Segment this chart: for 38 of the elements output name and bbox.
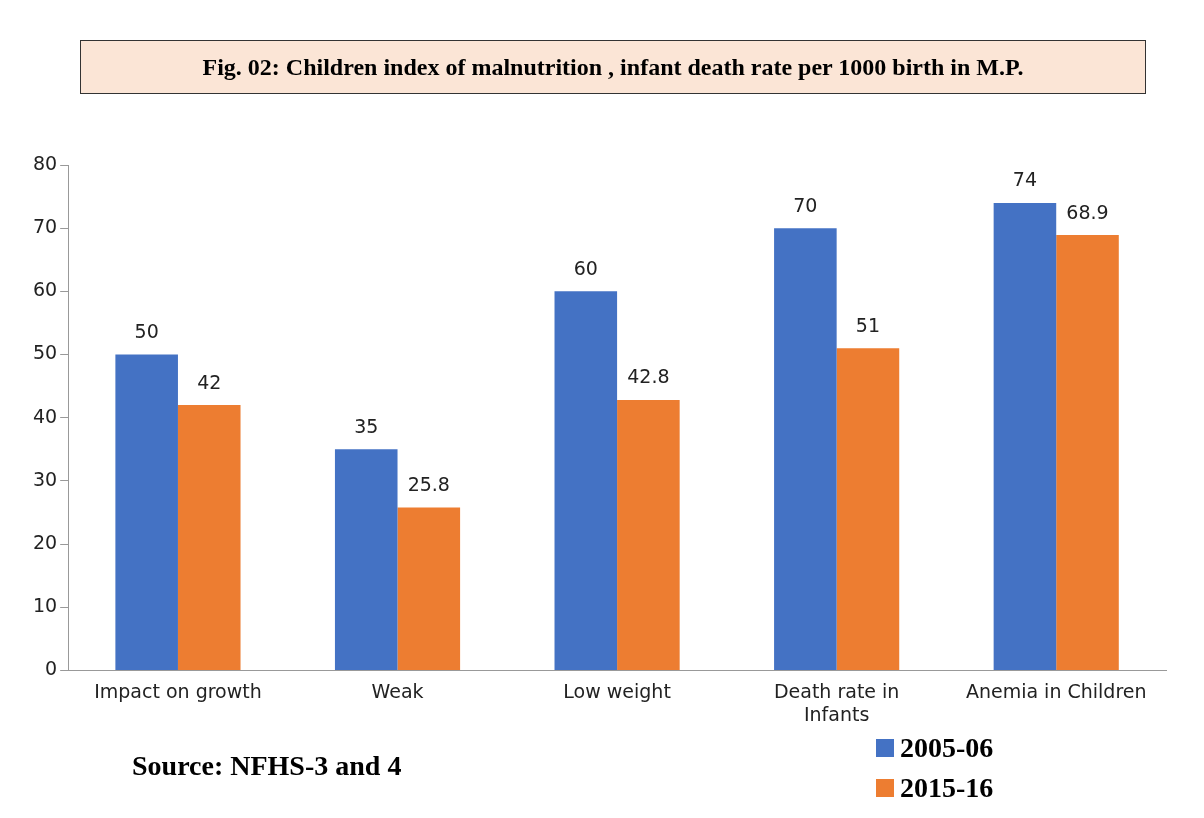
data-label: 68.9 [1066, 200, 1109, 223]
data-label: 25.8 [407, 472, 450, 495]
bar [115, 354, 178, 670]
x-tick-label: Low weight [563, 679, 671, 702]
y-tick-label: 0 [45, 657, 58, 680]
x-tick-label: Weak [371, 679, 424, 702]
x-tick-label: Death rate in Infants [773, 679, 900, 725]
y-tick-label: 60 [32, 278, 58, 301]
y-tick-label: 80 [32, 151, 58, 174]
bar [177, 405, 241, 670]
y-tick-label: 70 [32, 215, 58, 238]
bar [554, 291, 618, 670]
legend-label: 2015-16 [900, 772, 994, 804]
data-label: 50 [134, 319, 159, 342]
bar [993, 202, 1057, 670]
data-label: 51 [855, 313, 881, 336]
y-tick-label: 20 [32, 530, 58, 553]
bar [836, 348, 900, 670]
y-tick-label: 30 [32, 467, 58, 490]
bar [1056, 235, 1119, 670]
y-tick-label: 10 [32, 594, 58, 617]
x-tick-label: Anemia in Children [965, 679, 1147, 702]
data-label: 70 [793, 193, 818, 216]
data-label: 35 [354, 414, 379, 437]
x-tick-label: Impact on growth [94, 679, 262, 702]
chart-title: Fig. 02: Children index of malnutrition , infant death rate per 1000 birth in M.P. [80, 40, 1146, 94]
legend-label: 2005-06 [900, 732, 994, 764]
data-label: 42.8 [627, 365, 670, 388]
y-tick-label: 40 [32, 404, 58, 427]
data-label: 74 [1012, 168, 1038, 191]
source-note: Source: NFHS-3 and 4 [132, 750, 402, 782]
bar [397, 507, 461, 670]
bar [617, 400, 680, 670]
data-label: 60 [573, 256, 598, 279]
bar [774, 228, 837, 670]
data-label: 42 [197, 370, 222, 393]
y-tick-label: 50 [32, 341, 58, 364]
bar [334, 449, 398, 670]
